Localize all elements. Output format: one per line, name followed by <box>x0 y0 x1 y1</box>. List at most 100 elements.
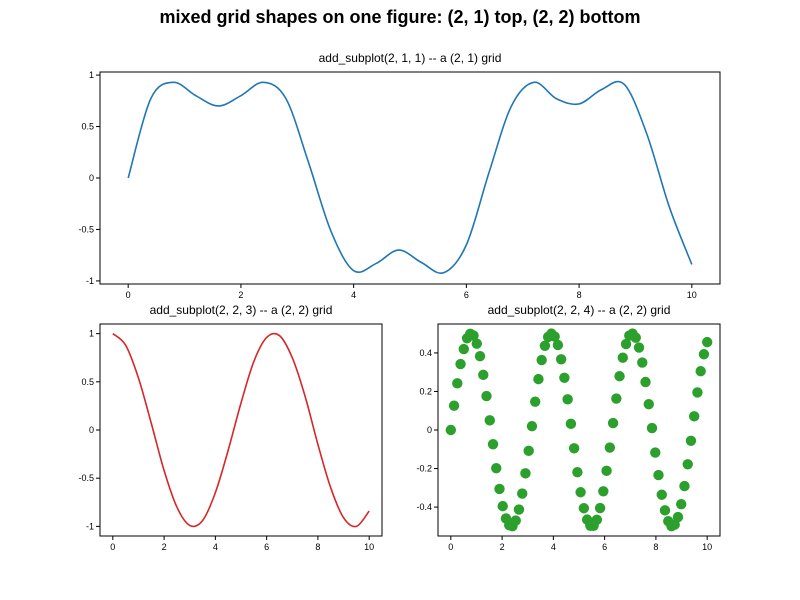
bottom-left-y-tick-label: 0.5 <box>81 377 94 387</box>
bottom-right-y-tick-label: 0.2 <box>419 386 432 396</box>
top-series-line <box>127 80 693 275</box>
bottom-right-scatter-point <box>620 338 632 350</box>
figure-title: mixed grid shapes on one figure: (2, 1) … <box>159 7 640 27</box>
bottom-right-scatter-point <box>555 354 567 365</box>
bottom-right-x-tick-label: 0 <box>448 542 453 552</box>
bottom-right-scatter-point <box>523 445 534 457</box>
bottom-right-scatter-point <box>643 398 654 410</box>
bottom-left-x-tick-label: 2 <box>162 542 167 552</box>
bottom-right-x-tick-label: 6 <box>602 542 607 552</box>
bottom-right-scatter-point <box>640 376 651 388</box>
bottom-right-scatter-point <box>672 511 684 523</box>
bottom-right-scatter-point <box>568 443 580 454</box>
bottom-right-scatter-point <box>565 418 577 430</box>
top-subplot-title: add_subplot(2, 1, 1) -- a (2, 1) grid <box>319 51 502 65</box>
bottom-right-scatter-point <box>474 350 486 362</box>
bottom-right-scatter-point <box>611 393 622 404</box>
bottom-right-scatter-point <box>679 480 690 492</box>
bottom-right-x-tick-label: 4 <box>551 542 556 552</box>
bottom-right-scatter-point <box>633 342 645 353</box>
bottom-right-scatter-point <box>594 502 606 514</box>
bottom-right-scatter-point <box>487 439 499 450</box>
bottom-right-scatter-point <box>591 514 603 526</box>
bottom-right-x-tick-label: 8 <box>653 542 658 552</box>
bottom-right-scatter-point <box>630 332 641 343</box>
bottom-left-y-tick-label: 1 <box>89 329 94 339</box>
bottom-right-scatter-point <box>572 467 583 478</box>
bottom-right-scatter-point <box>637 357 648 368</box>
top-subplot: add_subplot(2, 1, 1) -- a (2, 1) grid 0 2… <box>78 51 721 300</box>
bottom-right-scatter-point <box>529 396 541 407</box>
bottom-right-scatter-point <box>536 354 547 366</box>
top-y-tick-label: 1 <box>89 70 94 80</box>
bottom-right-scatter-point <box>698 349 710 360</box>
bottom-right-scatter-point <box>526 420 538 432</box>
top-x-tick-label: 0 <box>126 290 131 300</box>
bottom-right-scatter-point <box>607 417 619 429</box>
bottom-right-scatter-point <box>484 415 495 426</box>
bottom-right-scatter-point <box>513 504 525 515</box>
bottom-right-scatter-point <box>646 422 658 434</box>
top-y-tick-label: -1 <box>86 276 94 286</box>
top-x-tick-label: 2 <box>238 290 243 300</box>
top-axes-frame <box>99 71 721 285</box>
top-x-tick-label: 6 <box>464 290 469 300</box>
bottom-right-scatter-point <box>478 369 489 381</box>
bottom-right-scatter-point <box>448 400 460 411</box>
bottom-right-scatter-point <box>676 499 687 510</box>
bottom-right-scatter-point <box>695 366 706 377</box>
bottom-right-y-tick-label: -0.4 <box>416 502 432 512</box>
bottom-left-subplot: add_subplot(2, 2, 3) -- a (2, 2) grid 0 2… <box>78 303 383 552</box>
bottom-right-scatter-point <box>650 447 661 458</box>
bottom-right-scatter-point <box>689 411 700 422</box>
top-x-tick-label: 8 <box>577 290 582 300</box>
top-x-tick-label: 10 <box>687 290 697 300</box>
bottom-left-series-line <box>112 332 370 528</box>
bottom-right-scatter-point <box>497 500 508 512</box>
top-y-tick-label: 0.5 <box>81 122 94 132</box>
top-x-tick-label: 4 <box>351 290 356 300</box>
bottom-right-scatter-point <box>617 352 629 363</box>
bottom-right-scatter-point <box>491 462 502 474</box>
bottom-left-y-tick-label: -0.5 <box>78 473 94 483</box>
bottom-right-scatter-point <box>517 488 528 499</box>
bottom-right-scatter-point <box>539 340 551 351</box>
bottom-left-x-tick-label: 6 <box>264 542 269 552</box>
bottom-left-axes-frame <box>99 323 383 537</box>
bottom-right-scatter-point <box>692 387 703 398</box>
bottom-right-scatter-point <box>701 336 713 348</box>
bottom-right-scatter-point <box>601 465 612 477</box>
bottom-left-subplot-title: add_subplot(2, 2, 3) -- a (2, 2) grid <box>150 303 333 317</box>
bottom-right-scatter-point <box>471 338 482 349</box>
bottom-right-scatter-point <box>653 469 664 481</box>
bottom-right-scatter-point <box>659 505 671 516</box>
top-y-tick-label: 0 <box>89 173 94 183</box>
top-y-tick-label: -0.5 <box>78 224 94 234</box>
bottom-right-scatter-point <box>455 358 466 370</box>
bottom-right-scatter-point <box>520 468 531 479</box>
bottom-right-subplot: add_subplot(2, 2, 4) -- a (2, 2) grid 0 2… <box>416 303 721 552</box>
bottom-left-y-tick-label: -1 <box>86 521 94 531</box>
bottom-left-x-tick-label: 10 <box>364 542 374 552</box>
bottom-right-scatter-point <box>614 371 625 382</box>
bottom-left-x-tick-label: 4 <box>213 542 218 552</box>
bottom-right-scatter-point <box>549 331 560 342</box>
bottom-left-x-tick-label: 0 <box>110 542 115 552</box>
bottom-right-x-tick-label: 2 <box>500 542 505 552</box>
bottom-right-y-tick-label: -0.2 <box>416 464 432 474</box>
bottom-right-scatter-point <box>481 390 492 402</box>
bottom-right-scatter-point <box>452 378 463 389</box>
bottom-right-scatter-point <box>552 339 564 351</box>
bottom-right-scatter-point <box>656 489 667 500</box>
bottom-right-scatter-point <box>559 372 570 383</box>
bottom-right-scatter-point <box>562 394 573 405</box>
bottom-right-scatter-point <box>533 373 544 385</box>
bottom-right-scatter-point <box>575 487 586 498</box>
bottom-right-scatter-point <box>578 503 590 514</box>
bottom-right-scatter-point <box>682 459 693 470</box>
bottom-right-x-tick-label: 10 <box>702 542 712 552</box>
bottom-right-scatter-point <box>604 442 616 453</box>
bottom-right-scatter-point <box>598 486 609 497</box>
bottom-right-y-tick-label: 0.4 <box>419 348 432 358</box>
